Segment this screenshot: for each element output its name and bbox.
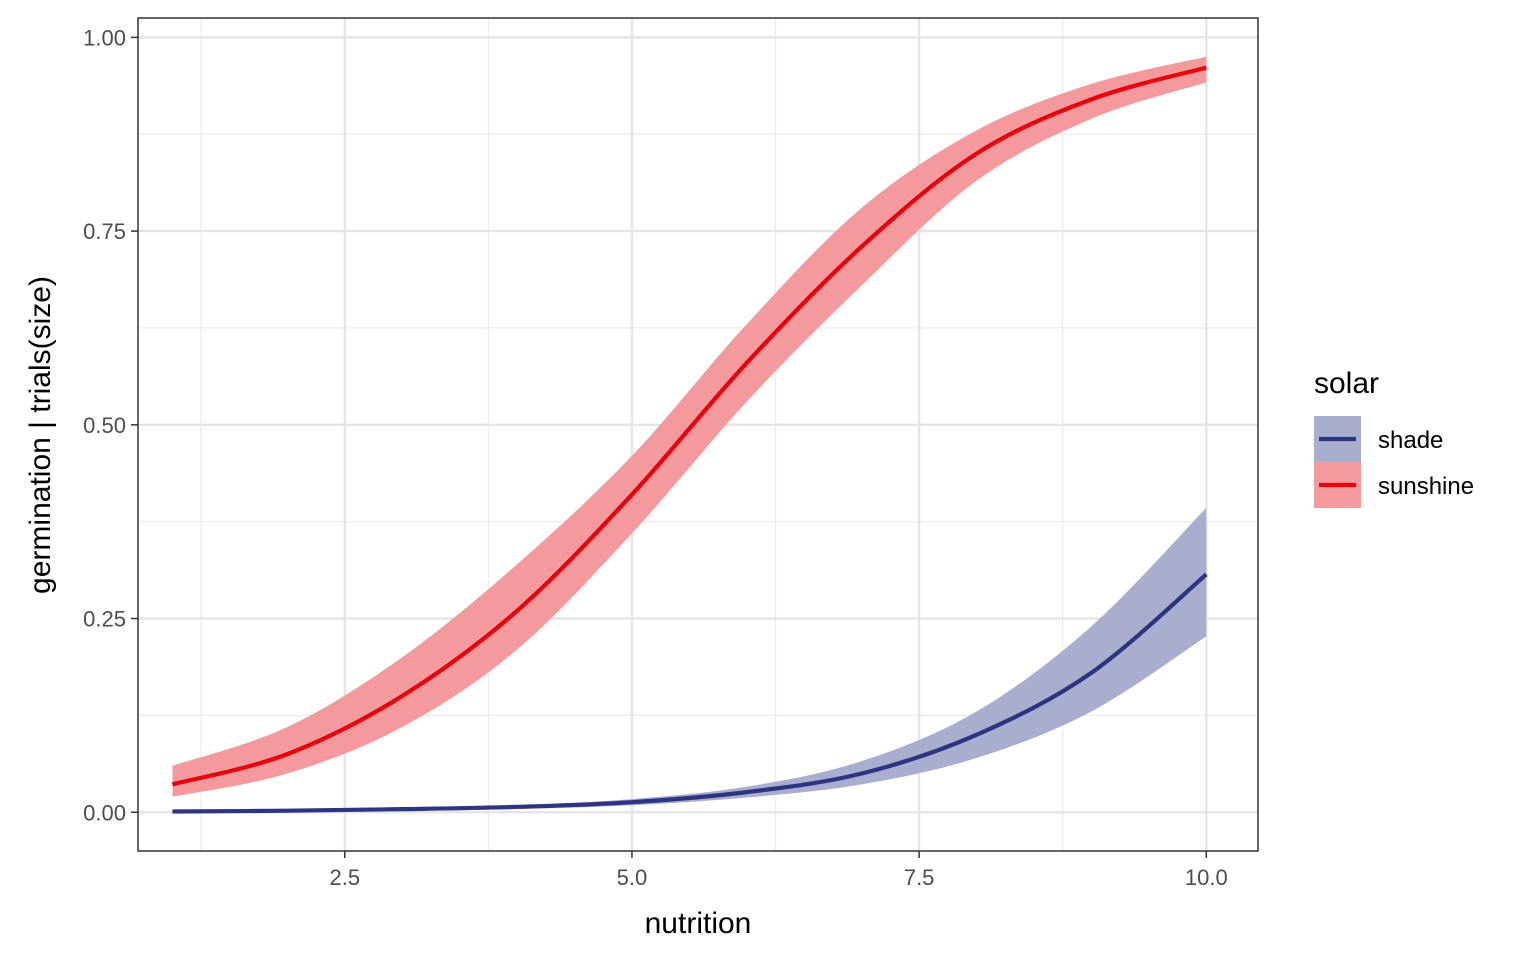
x-tick-label: 2.5 (329, 865, 360, 890)
y-tick-label: 0.00 (83, 800, 126, 825)
legend-label-shade: shade (1378, 427, 1443, 454)
x-tick-label: 5.0 (617, 865, 648, 890)
legend-items: shade sunshine (1314, 416, 1474, 508)
x-axis-title: nutrition (645, 907, 752, 940)
line-sunshine (171, 65, 1207, 787)
x-tick-label: 10.0 (1185, 865, 1228, 890)
x-tick-label: 7.5 (904, 865, 935, 890)
y-axis-ticks: 0.00 0.25 0.50 0.75 1.00 (83, 25, 138, 825)
x-axis-ticks: 2.5 5.0 7.5 10.0 (329, 851, 1228, 890)
y-tick-label: 1.00 (83, 25, 126, 50)
y-tick-label: 0.25 (83, 607, 126, 632)
series-lines (171, 65, 1208, 814)
band-shade (172, 507, 1207, 813)
panel-border (137, 17, 1259, 852)
line-shade (172, 572, 1208, 814)
legend: solar shade sunshine (1314, 367, 1474, 508)
y-tick-label: 0.75 (83, 219, 126, 244)
grid-minor (138, 18, 1258, 851)
y-tick-label: 0.50 (83, 413, 126, 438)
legend-title: solar (1314, 367, 1379, 400)
y-axis-title: germination | trials(size) (24, 276, 57, 594)
legend-label-sunshine: sunshine (1378, 473, 1474, 500)
